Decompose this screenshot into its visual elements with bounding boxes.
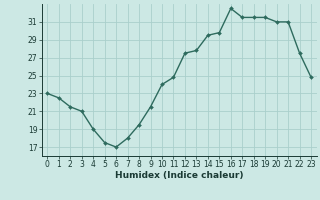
X-axis label: Humidex (Indice chaleur): Humidex (Indice chaleur) xyxy=(115,171,244,180)
